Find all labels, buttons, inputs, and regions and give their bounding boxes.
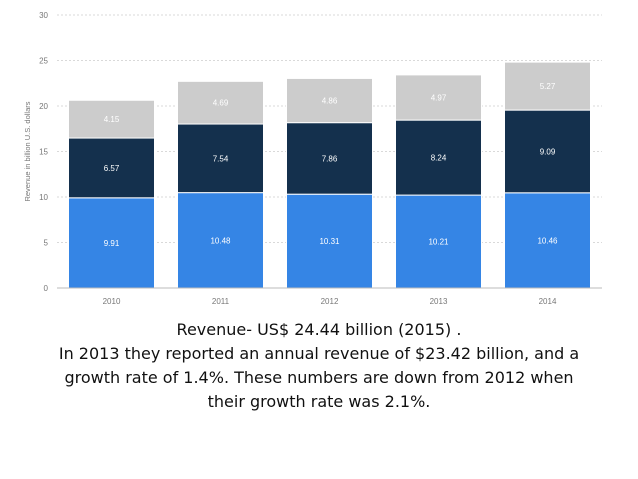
data-label: 4.97 (431, 93, 447, 102)
data-label: 4.15 (104, 115, 120, 124)
y-tick-label: 25 (39, 57, 48, 66)
bar-segment (68, 197, 155, 289)
caption: Revenue- US$ 24.44 billion (2015) . In 2… (0, 318, 638, 414)
bar-segment (68, 99, 155, 139)
bar-segment (504, 192, 591, 289)
data-label: 8.24 (431, 154, 447, 163)
bar-segment (286, 122, 373, 195)
x-tick-label: 2011 (212, 297, 230, 306)
y-tick-label: 30 (39, 11, 48, 20)
bar-segment (504, 109, 591, 194)
x-tick-label: 2014 (539, 297, 557, 306)
data-label: 6.57 (104, 164, 120, 173)
bar-segment (395, 119, 482, 196)
bar-segment (504, 61, 591, 111)
bar-segment (286, 193, 373, 289)
y-tick-label: 15 (39, 148, 48, 157)
y-tick-label: 20 (39, 102, 48, 111)
data-label: 9.09 (540, 147, 556, 156)
data-label: 4.86 (322, 97, 338, 106)
x-tick-label: 2010 (103, 297, 121, 306)
bar-segment (395, 74, 482, 121)
bar-segment (286, 77, 373, 124)
data-label: 9.91 (104, 239, 120, 248)
data-label: 7.54 (213, 154, 229, 163)
stacked-bar-chart: 0 5 10 15 20 25 30 Revenue in billion U.S. doll… (23, 11, 602, 306)
caption-line-3: growth rate of 1.4%. These numbers are d… (64, 368, 574, 387)
data-label: 10.21 (428, 238, 449, 247)
caption-line-2: In 2013 they reported an annual revenue … (58, 344, 580, 363)
x-tick-label: 2012 (321, 297, 339, 306)
y-tick-label: 5 (44, 239, 49, 248)
data-label: 4.69 (213, 99, 229, 108)
x-tick-label: 2013 (430, 297, 448, 306)
y-tick-label: 10 (39, 193, 48, 202)
data-label: 10.31 (319, 237, 340, 246)
caption-line-4: their growth rate was 2.1%. (207, 392, 431, 411)
caption-line-1: Revenue- US$ 24.44 billion (2015) . (176, 320, 462, 339)
data-label: 5.27 (540, 82, 556, 91)
y-axis-title: Revenue in billion U.S. dollars (23, 101, 32, 201)
bar-segment (177, 80, 264, 125)
bar-segment (177, 123, 264, 194)
data-label: 7.86 (322, 154, 338, 163)
data-label: 10.46 (537, 236, 558, 245)
y-tick-label: 0 (44, 284, 49, 293)
bar-segment (177, 192, 264, 289)
data-label: 10.48 (210, 236, 231, 245)
